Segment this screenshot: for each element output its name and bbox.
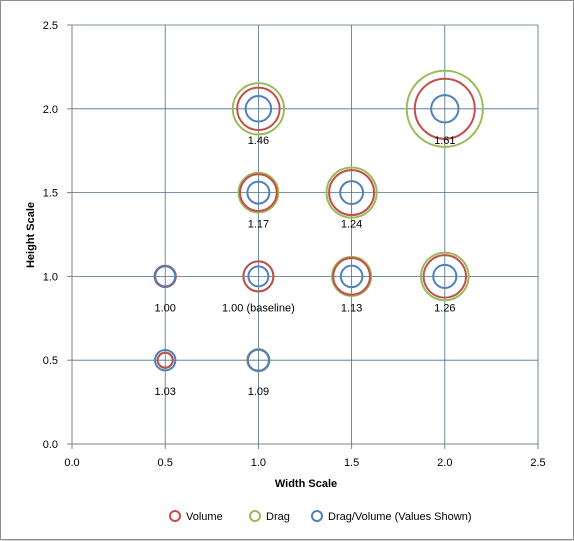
data-label: 1.13 <box>341 302 362 314</box>
gridlines <box>72 24 539 444</box>
y-tick-label: 1.0 <box>43 271 58 283</box>
bubbles <box>153 69 484 373</box>
legend-marker <box>311 510 323 522</box>
legend: Volume Drag Drag/Volume (Values Shown) <box>169 510 471 523</box>
axes <box>67 24 539 449</box>
volume-bubble <box>332 257 371 296</box>
legend-label: Volume <box>186 511 223 523</box>
drag-volume-bubble <box>339 180 365 206</box>
x-tick-label: 1.0 <box>251 457 266 469</box>
data-label: 1.61 <box>434 135 455 147</box>
tick-labels: 0.0 0.5 1.0 1.5 2.0 2.5 0.0 0.5 1.0 1.5 2.0 2.5 <box>43 20 546 469</box>
data-label: 1.46 <box>248 135 269 147</box>
x-tick-label: 0.5 <box>158 457 173 469</box>
drag-volume-bubble <box>154 265 177 288</box>
y-tick-label: 2.5 <box>43 20 58 32</box>
x-tick-label: 2.0 <box>437 457 452 469</box>
drag-volume-bubble <box>154 349 177 372</box>
volume-bubble <box>328 169 376 217</box>
volume-bubble <box>236 86 281 132</box>
drag-bubble <box>419 251 470 302</box>
legend-label: Drag/Volume (Values Shown) <box>328 511 471 523</box>
drag-volume-bubble <box>339 264 364 289</box>
drag-volume-bubble <box>247 265 270 288</box>
data-label: 1.03 <box>154 386 175 398</box>
x-tick-label: 0.0 <box>64 457 79 469</box>
drag-volume-bubble <box>244 95 273 123</box>
drag-bubble <box>231 82 286 136</box>
legend-marker <box>249 510 261 522</box>
drag-bubble <box>331 255 373 297</box>
drag-bubble <box>325 166 378 219</box>
x-axis-title: Width Scale <box>275 478 337 490</box>
data-label: 1.09 <box>248 386 269 398</box>
legend-marker <box>169 510 181 522</box>
volume-bubble <box>242 260 275 293</box>
y-axis-title: Height Scale <box>25 202 37 268</box>
y-tick-label: 1.5 <box>43 188 58 200</box>
data-label: 1.24 <box>341 219 362 231</box>
drag-volume-bubble <box>246 348 270 372</box>
drag-volume-bubble <box>432 263 458 289</box>
drag-bubble <box>405 69 484 148</box>
data-label: 1.00 <box>154 302 175 314</box>
y-tick-label: 0.5 <box>43 355 58 367</box>
volume-bubble <box>239 173 278 212</box>
drag-bubble <box>237 171 280 214</box>
x-tick-label: 2.5 <box>530 457 545 469</box>
drag-volume-bubble <box>430 94 460 124</box>
data-label: 1.17 <box>248 219 269 231</box>
x-tick-label: 1.5 <box>344 457 359 469</box>
legend-label: Drag <box>266 511 290 523</box>
drag-volume-bubble <box>246 180 271 205</box>
volume-bubble <box>422 254 468 299</box>
point-labels: 1.03 1.00 1.09 1.00 (baseline) 1.17 1.46 1.13 1… <box>154 135 455 398</box>
y-tick-label: 0.0 <box>43 439 58 451</box>
data-label: 1.26 <box>434 302 455 314</box>
y-tick-label: 2.0 <box>43 104 58 116</box>
data-label: 1.00 (baseline) <box>222 302 295 314</box>
volume-bubble <box>413 77 476 140</box>
volume-bubble <box>156 351 174 369</box>
